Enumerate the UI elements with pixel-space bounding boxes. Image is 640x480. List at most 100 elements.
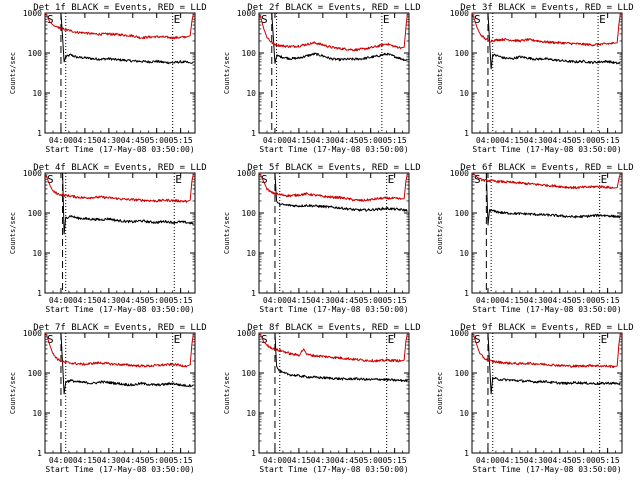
y-tick-label: 1000: [23, 169, 42, 178]
x-tick-label: 04:45: [335, 136, 359, 145]
events-series-line: [259, 12, 408, 64]
x-tick-label: 05:00: [572, 136, 596, 145]
detector-panel: Det 3f BLACK = Events, RED = LLD 1 10 100 10…: [436, 3, 634, 154]
x-tick-label: 04:30: [97, 456, 121, 465]
y-axis-label: Counts/sec: [9, 372, 17, 414]
y-tick-label: 1: [37, 129, 42, 138]
y-tick-label: 1000: [450, 169, 469, 178]
y-tick-label: 100: [455, 369, 470, 378]
y-tick-label: 100: [28, 369, 43, 378]
detector-panel: Det 7f BLACK = Events, RED = LLD 1 10 100 10…: [9, 323, 207, 474]
x-tick-label: 04:00: [49, 456, 73, 465]
x-tick-label: 04:45: [121, 136, 145, 145]
detector-panel: Det 5f BLACK = Events, RED = LLD 1 10 100 10…: [223, 163, 421, 314]
y-tick-label: 1000: [450, 9, 469, 18]
end-marker: E: [383, 13, 390, 26]
x-tick-label: 05:00: [359, 136, 383, 145]
x-tick-label: 05:15: [596, 296, 620, 305]
start-marker: S: [261, 13, 268, 26]
y-tick-label: 1000: [23, 329, 42, 338]
lld-series-line: [471, 332, 621, 369]
x-tick-label: 04:45: [548, 456, 572, 465]
panel-title: Det 2f BLACK = Events, RED = LLD: [247, 3, 420, 13]
x-axis-label: Start Time (17-May-08 03:50:00): [45, 305, 194, 314]
detector-panel: Det 9f BLACK = Events, RED = LLD 1 10 100 10…: [436, 323, 634, 474]
events-series-line: [45, 332, 194, 395]
x-tick-label: 04:45: [548, 136, 572, 145]
y-tick-label: 10: [32, 249, 42, 258]
lld-series-line: [471, 172, 621, 190]
x-tick-label: 05:15: [169, 456, 193, 465]
x-tick-label: 05:00: [145, 296, 169, 305]
x-axis-label: Start Time (17-May-08 03:50:00): [259, 305, 408, 314]
x-axis-label: Start Time (17-May-08 03:50:00): [472, 145, 621, 154]
plot-frame: [44, 12, 196, 134]
events-series-line: [259, 172, 408, 212]
y-axis-label: Counts/sec: [436, 372, 444, 414]
plot-frame: [471, 332, 623, 454]
x-tick-label: 04:15: [500, 296, 524, 305]
start-marker: S: [261, 173, 268, 186]
y-axis-label: Counts/sec: [436, 212, 444, 254]
x-tick-label: 04:15: [73, 456, 97, 465]
x-tick-label: 05:00: [572, 456, 596, 465]
panel-title: Det 8f BLACK = Events, RED = LLD: [247, 323, 420, 333]
detector-panel: Det 4f BLACK = Events, RED = LLD 1 10 100 10…: [9, 163, 207, 314]
x-tick-label: 04:30: [524, 296, 548, 305]
panel-title: Det 1f BLACK = Events, RED = LLD: [33, 3, 206, 13]
y-tick-label: 1: [464, 129, 469, 138]
lld-series-line: [44, 12, 194, 40]
x-tick-label: 05:15: [169, 296, 193, 305]
end-marker: E: [388, 333, 395, 346]
lld-series-line: [44, 172, 194, 203]
panel-title: Det 9f BLACK = Events, RED = LLD: [460, 323, 633, 333]
lld-series-line: [471, 12, 621, 47]
x-tick-label: 04:00: [263, 296, 287, 305]
y-tick-label: 10: [459, 409, 469, 418]
lld-series-line: [44, 332, 194, 368]
y-tick-label: 10: [246, 409, 256, 418]
y-axis-label: Counts/sec: [9, 52, 17, 94]
x-tick-label: 04:45: [121, 456, 145, 465]
x-tick-label: 04:30: [311, 136, 335, 145]
lld-series-line: [258, 172, 408, 202]
x-tick-label: 04:30: [524, 136, 548, 145]
x-tick-label: 04:15: [287, 296, 311, 305]
panel-title: Det 4f BLACK = Events, RED = LLD: [33, 163, 206, 173]
end-marker: E: [601, 173, 608, 186]
y-tick-label: 10: [32, 89, 42, 98]
x-axis-label: Start Time (17-May-08 03:50:00): [45, 465, 194, 474]
start-marker: S: [261, 333, 268, 346]
x-tick-label: 05:15: [383, 136, 407, 145]
x-tick-label: 04:00: [49, 296, 73, 305]
start-marker: S: [474, 333, 481, 346]
y-tick-label: 1: [37, 289, 42, 298]
detector-panel: Det 6f BLACK = Events, RED = LLD 1 10 100 10…: [436, 163, 634, 314]
x-tick-label: 05:00: [359, 456, 383, 465]
y-axis-label: Counts/sec: [223, 372, 231, 414]
x-tick-label: 05:15: [169, 136, 193, 145]
x-tick-label: 05:15: [383, 456, 407, 465]
detector-panel: Det 1f BLACK = Events, RED = LLD 1 10 100 10…: [9, 3, 207, 154]
detector-panel: Det 2f BLACK = Events, RED = LLD 1 10 100 10…: [223, 3, 421, 154]
end-marker: E: [174, 333, 181, 346]
events-series-line: [45, 172, 194, 235]
x-tick-label: 04:45: [121, 296, 145, 305]
y-tick-label: 100: [242, 369, 257, 378]
x-tick-label: 04:30: [311, 456, 335, 465]
events-series-line: [259, 332, 408, 382]
detector-panel: Det 8f BLACK = Events, RED = LLD 1 10 100 10…: [223, 323, 421, 474]
x-tick-label: 04:45: [335, 296, 359, 305]
end-marker: E: [175, 173, 182, 186]
y-tick-label: 1000: [450, 329, 469, 338]
y-tick-label: 10: [32, 409, 42, 418]
lld-series-line: [258, 332, 408, 363]
y-axis-label: Counts/sec: [9, 212, 17, 254]
x-tick-label: 05:15: [383, 296, 407, 305]
events-series-line: [472, 172, 621, 226]
x-tick-label: 04:00: [476, 296, 500, 305]
x-tick-label: 04:45: [548, 296, 572, 305]
y-axis-label: Counts/sec: [223, 212, 231, 254]
x-tick-label: 04:30: [97, 296, 121, 305]
